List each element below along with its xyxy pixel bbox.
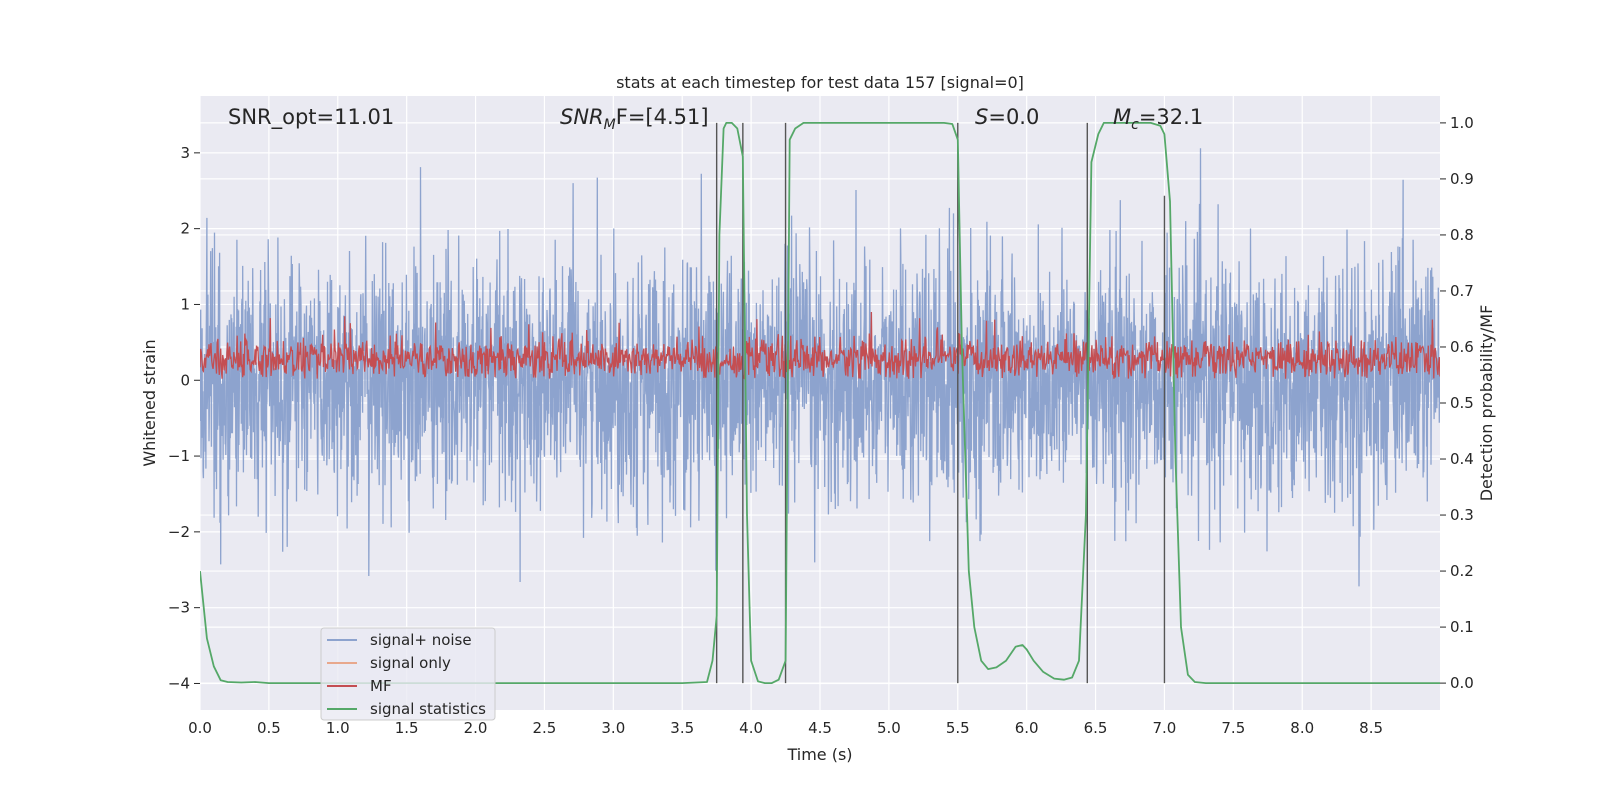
legend-label-mf: MF xyxy=(370,677,392,695)
series-line-signal-noise xyxy=(200,148,1440,587)
y-tick-label: 3 xyxy=(180,144,190,162)
legend-label-signal-statistics: signal statistics xyxy=(370,700,486,718)
y2-tick-label: 0.3 xyxy=(1450,506,1474,524)
x-tick-label: 4.0 xyxy=(739,719,763,737)
annotation-mc-sub: c xyxy=(1131,117,1139,133)
x-tick-label: 1.0 xyxy=(326,719,350,737)
x-tick-label: 7.5 xyxy=(1221,719,1245,737)
y-axis-label: Whitened strain xyxy=(140,339,159,466)
x-tick-label: 0.5 xyxy=(257,719,281,737)
x-tick-label: 5.5 xyxy=(946,719,970,737)
legend-box xyxy=(320,627,496,721)
x-tick-label: 4.5 xyxy=(808,719,832,737)
legend-label-signal-noise: signal+ noise xyxy=(370,631,472,649)
y2-axis-ticks: 1.0 0.9 0.8 0.7 0.6 0.5 0.4 0.3 0.2 0.1 0.0 xyxy=(1440,114,1474,692)
y2-tick-label: 1.0 xyxy=(1450,114,1474,132)
y-tick-label: 0 xyxy=(180,371,190,389)
y2-tick-label: 0.7 xyxy=(1450,282,1474,300)
y-tick-label: −4 xyxy=(168,674,190,692)
annotation-snr-mf-sub: M xyxy=(604,117,616,133)
annotation-s-main: S xyxy=(975,105,988,129)
x-tick-label: 8.5 xyxy=(1359,719,1383,737)
annotation-mc-main: M xyxy=(1113,105,1131,129)
y2-tick-label: 0.6 xyxy=(1450,338,1474,356)
x-tick-label: 6.0 xyxy=(1015,719,1039,737)
y-tick-label: −2 xyxy=(168,523,190,541)
y2-tick-label: 0.8 xyxy=(1450,226,1474,244)
annotation-mc: Mc=32.1 xyxy=(1113,105,1203,133)
y2-tick-label: 0.5 xyxy=(1450,394,1474,412)
y-axis-ticks: 3 2 1 0 −1 −2 −3 −4 xyxy=(168,144,200,692)
x-tick-label: 5.0 xyxy=(877,719,901,737)
legend: signal+ noise signal only MF signal stat… xyxy=(320,627,496,721)
x-tick-label: 0.0 xyxy=(188,719,212,737)
annotation-mc-rest: =32.1 xyxy=(1139,105,1203,129)
y2-tick-label: 0.2 xyxy=(1450,562,1474,580)
y2-tick-label: 0.4 xyxy=(1450,450,1474,468)
series-line-signal-statistics xyxy=(200,122,1440,684)
y2-tick-label: 0.1 xyxy=(1450,618,1474,636)
annotation-snr-mf: SNRMF=[4.51] xyxy=(560,105,709,133)
annotation-snr-mf-rest: F=[4.51] xyxy=(616,105,709,129)
y-tick-label: −3 xyxy=(168,599,190,617)
y2-tick-label: 0.9 xyxy=(1450,170,1474,188)
y-tick-label: 1 xyxy=(180,295,190,313)
plot-content xyxy=(200,122,1440,684)
x-tick-label: 7.0 xyxy=(1153,719,1177,737)
y-tick-label: 2 xyxy=(180,220,190,238)
x-axis-label: Time (s) xyxy=(786,745,852,764)
x-tick-label: 2.0 xyxy=(464,719,488,737)
x-tick-label: 6.5 xyxy=(1084,719,1108,737)
chart-title: stats at each timestep for test data 157… xyxy=(616,73,1024,92)
legend-label-signal-only: signal only xyxy=(370,654,451,672)
x-tick-label: 2.5 xyxy=(533,719,557,737)
y2-tick-label: 0.0 xyxy=(1450,674,1474,692)
x-tick-label: 8.0 xyxy=(1290,719,1314,737)
y-tick-label: −1 xyxy=(168,447,190,465)
x-axis-ticks: 0.0 0.5 1.0 1.5 2.0 2.5 3.0 3.5 4.0 4.5 5.0 5.5 6.0 6… xyxy=(188,719,1383,737)
x-tick-label: 3.0 xyxy=(601,719,625,737)
annotation-snr-opt: SNR_opt=11.01 xyxy=(228,105,394,130)
series-line-mf xyxy=(200,311,1440,381)
annotation-s-rest: =0.0 xyxy=(988,105,1039,129)
annotation-snr-mf-main: SNR xyxy=(560,105,604,129)
x-tick-label: 3.5 xyxy=(670,719,694,737)
y2-axis-label: Detection probability/MF xyxy=(1477,305,1496,502)
annotation-s: S=0.0 xyxy=(975,105,1039,129)
x-tick-label: 1.5 xyxy=(395,719,419,737)
